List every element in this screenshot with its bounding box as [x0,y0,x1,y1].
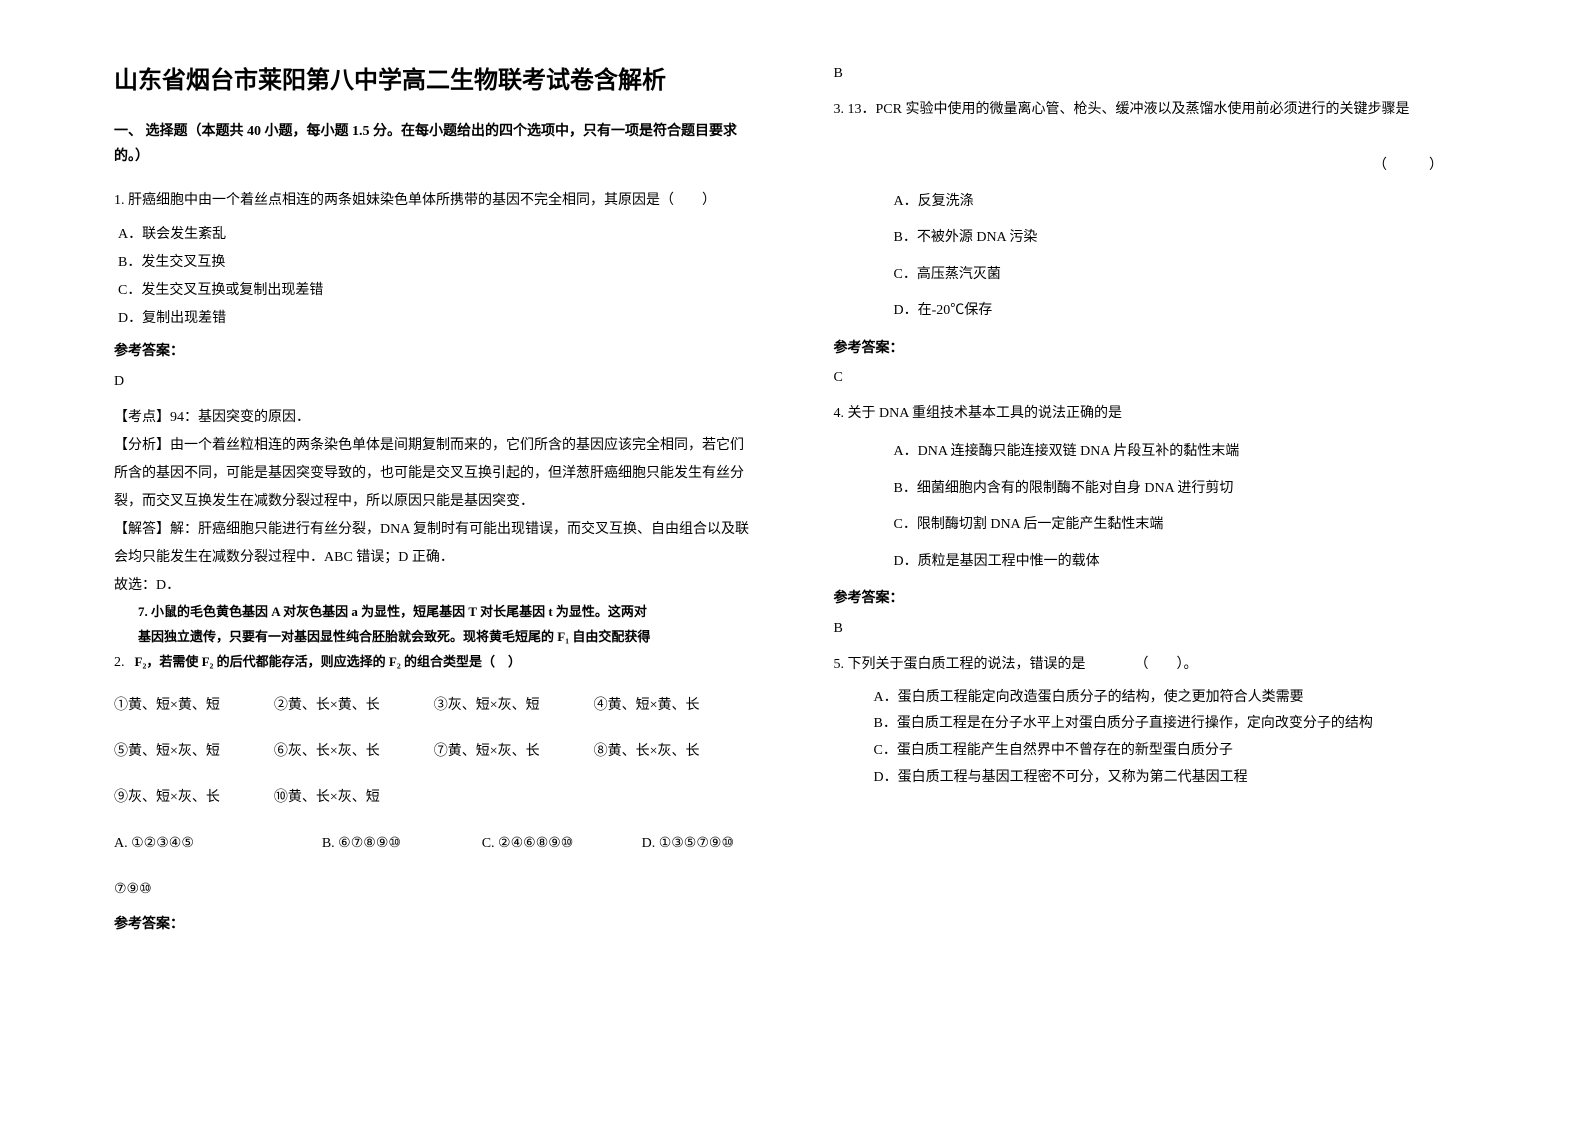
q1-analysis-3: 【解答】解：肝癌细胞只能进行有丝分裂，DNA 复制时有可能出现错误，而交叉互换、… [114,516,754,572]
q2-embedded-line1: 7. 小鼠的毛色黄色基因 A 对灰色基因 a 为显性，短尾基因 T 对长尾基因 … [114,600,754,625]
q3-answer: C [834,364,1474,392]
q1-answer-label: 参考答案： [114,337,754,368]
q2-answer-label: 参考答案： [114,910,754,941]
q2-cross-9: ⑨灰、短×灰、长 [114,784,274,812]
q2-choice-row: A. ①②③④⑤ B. ⑥⑦⑧⑨⑩ C. ②④⑥⑧⑨⑩ D. ①③⑤⑦⑨⑩ [114,830,754,858]
q2-cross-10: ⑩黄、长×灰、短 [274,784,434,812]
q4-opt-a: A．DNA 连接酶只能连接双链 DNA 片段互补的黏性末端 [834,434,1474,470]
q4-opt-d: D．质粒是基因工程中惟一的载体 [834,544,1474,580]
q3-answer-label: 参考答案： [834,334,1474,365]
q2-cross-row-2: ⑤黄、短×灰、短 ⑥灰、长×灰、长 ⑦黄、短×灰、长 ⑧黄、长×灰、长 [114,738,754,766]
q1-opt-d: D．复制出现差错 [114,305,754,333]
q4-opt-c: C．限制酶切割 DNA 后一定能产生黏性末端 [834,507,1474,543]
q2-embedded-line3: F₂，若需使 F₂ 的后代都能存活，则应选择的 F₂ 的组合类型是（ ） [125,650,522,675]
q4-answer: B [834,615,1474,643]
q3-opt-c: C．高压蒸汽灭菌 [834,257,1474,293]
q1-stem: 1. 肝癌细胞中由一个着丝点相连的两条姐妹染色单体所携带的基因不完全相同，其原因… [114,187,754,215]
q1-opt-a: A．联会发生紊乱 [114,221,754,249]
q2-cross-2: ②黄、长×黄、长 [274,692,434,720]
q2-cross-1: ①黄、短×黄、短 [114,692,274,720]
q3-opt-d: D．在-20℃保存 [834,293,1474,329]
q4-opt-b: B．细菌细胞内含有的限制酶不能对自身 DNA 进行剪切 [834,471,1474,507]
q2-cross-row-1: ①黄、短×黄、短 ②黄、长×黄、长 ③灰、短×灰、短 ④黄、短×黄、长 [114,692,754,720]
q3-opt-a: A．反复洗涤 [834,184,1474,220]
section-intro: 一、 选择题（本题共 40 小题，每小题 1.5 分。在每小题给出的四个选项中，… [114,119,754,169]
q1-opt-c: C．发生交叉互换或复制出现差错 [114,277,754,305]
q1-opt-b: B．发生交叉互换 [114,249,754,277]
q2-choice-b: B. ⑥⑦⑧⑨⑩ [322,830,482,858]
q2-embedded-line2: 基因独立遗传，只要有一对基因显性纯合胚胎就会致死。现将黄毛短尾的 F₁ 自由交配… [114,625,754,650]
q2-cross-row-3: ⑨灰、短×灰、长 ⑩黄、长×灰、短 [114,784,754,812]
q5-opt-a: A．蛋白质工程能定向改造蛋白质分子的结构，使之更加符合人类需要 [834,685,1474,712]
q3-stem: 3. 13．PCR 实验中使用的微量离心管、枪头、缓冲液以及蒸馏水使用前必须进行… [834,96,1474,124]
q4-answer-label: 参考答案： [834,584,1474,615]
q2-cross-6: ⑥灰、长×灰、长 [274,738,434,766]
q3-opt-b: B．不被外源 DNA 污染 [834,220,1474,256]
q4-stem: 4. 关于 DNA 重组技术基本工具的说法正确的是 [834,400,1474,428]
q2-cross-7: ⑦黄、短×灰、长 [434,738,594,766]
q2-choice-c: C. ②④⑥⑧⑨⑩ [482,830,642,858]
q2-cross-5: ⑤黄、短×灰、短 [114,738,274,766]
q5-opt-b: B．蛋白质工程是在分子水平上对蛋白质分子直接进行操作，定向改变分子的结构 [834,711,1474,738]
q2-cross-8: ⑧黄、长×灰、长 [594,738,754,766]
q1-answer: D [114,368,754,396]
doc-title: 山东省烟台市莱阳第八中学高二生物联考试卷含解析 [114,60,754,95]
q5-opt-c: C．蛋白质工程能产生自然界中不曾存在的新型蛋白质分子 [834,738,1474,765]
q5-opt-d: D．蛋白质工程与基因工程密不可分，又称为第二代基因工程 [834,765,1474,792]
q1-analysis-1: 【考点】94：基因突变的原因． [114,404,754,432]
q2-choice-d-cont: ⑦⑨⑩ [114,876,754,904]
q1-analysis-2: 【分析】由一个着丝粒相连的两条染色单体是间期复制而来的，它们所含的基因应该完全相… [114,432,754,516]
q2-cross-4: ④黄、短×黄、长 [594,692,754,720]
q2-answer: B [834,60,1474,88]
q2-choice-d: D. ①③⑤⑦⑨⑩ [642,830,754,858]
q2-choice-a: A. ①②③④⑤ [114,830,322,858]
q1-analysis-4: 故选：D． [114,572,754,600]
q5-stem: 5. 下列关于蛋白质工程的说法，错误的是 （ ）。 [834,651,1474,679]
q2-cross-3: ③灰、短×灰、短 [434,692,594,720]
q2-prefix: 2. [114,655,125,671]
